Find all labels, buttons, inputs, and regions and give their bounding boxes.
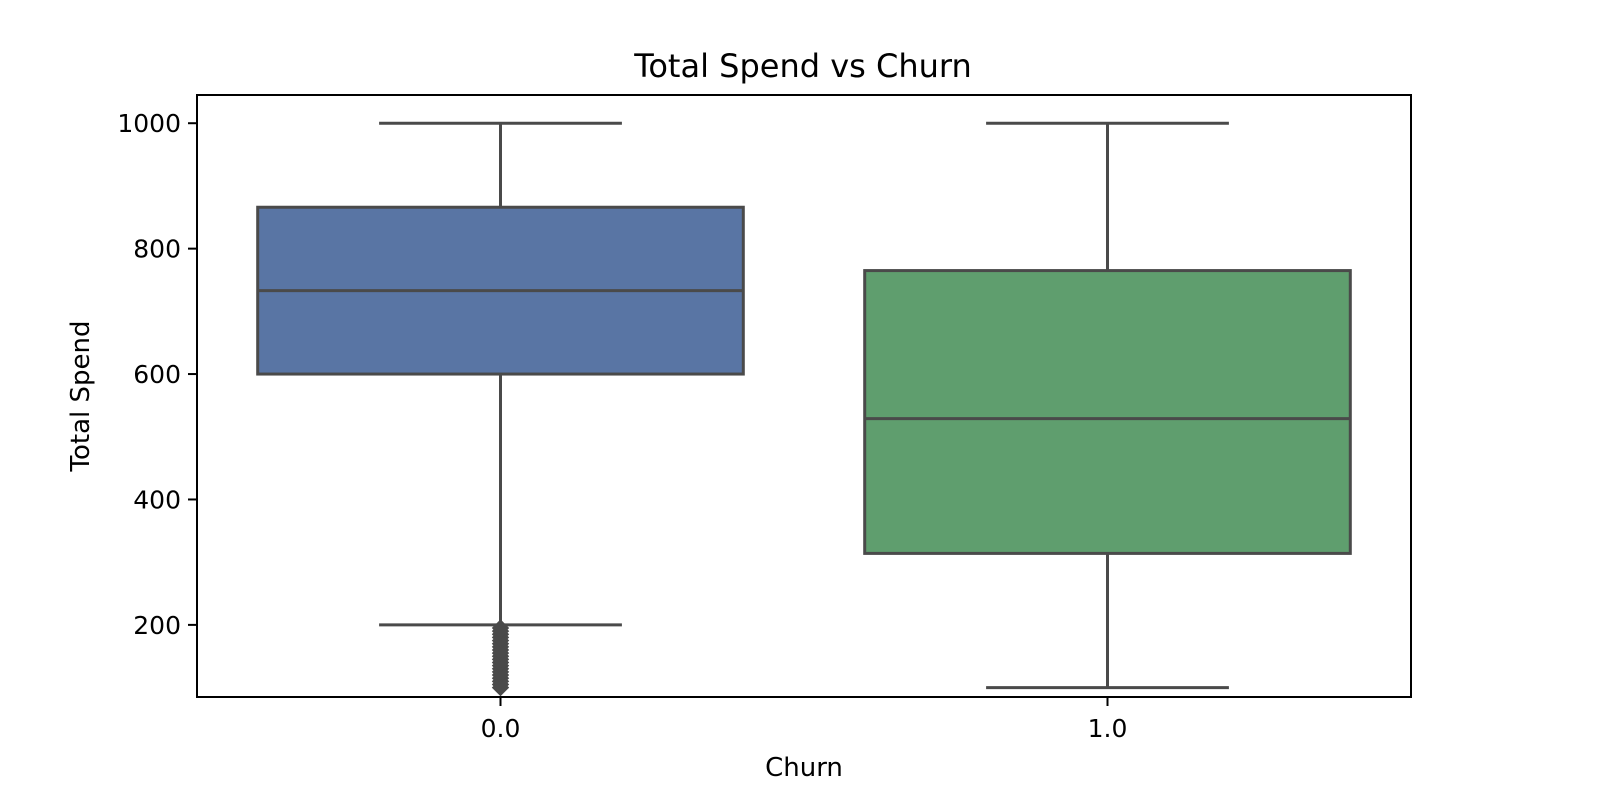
chart-title: Total Spend vs Churn [633, 47, 972, 85]
x-tick-label: 1.0 [1088, 714, 1128, 743]
box-group-0.0 [256, 121, 745, 697]
y-tick-label: 1000 [117, 109, 181, 138]
y-tick-label: 800 [133, 235, 181, 264]
x-tick-label: 0.0 [481, 714, 521, 743]
y-axis-label: Total Spend [66, 321, 96, 473]
x-axis-label: Churn [765, 753, 843, 783]
box-group-1.0 [863, 121, 1352, 690]
x-axis: 0.0 1.0 [481, 697, 1128, 743]
y-tick-label: 200 [133, 611, 181, 640]
iqr-box [863, 269, 1352, 555]
outlier-point [491, 619, 510, 637]
y-tick-label: 400 [133, 485, 181, 514]
boxes-group [256, 121, 1352, 697]
y-axis: 200 400 600 800 1000 [117, 109, 197, 640]
plot-area-frame [196, 94, 1412, 698]
y-tick-label: 600 [133, 360, 181, 389]
